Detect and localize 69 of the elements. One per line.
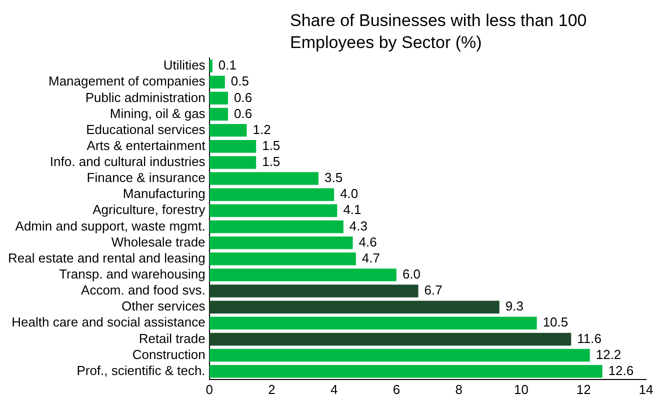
data-label: 4.7 [362, 250, 380, 266]
data-label: 12.6 [608, 362, 634, 378]
bar [209, 60, 212, 72]
y-tick-label: Utilities [163, 58, 206, 73]
bar [209, 365, 602, 378]
bar [209, 220, 344, 234]
data-label: 0.6 [234, 90, 252, 105]
y-tick-label: Educational services [86, 122, 206, 137]
x-tick-label: 2 [268, 382, 276, 397]
x-tick-label: 8 [455, 382, 462, 397]
bar [209, 156, 256, 169]
bar [209, 268, 396, 282]
data-label: 0.1 [218, 58, 236, 73]
y-tick-label: Agriculture, forestry [92, 202, 206, 218]
y-tick-label: Wholesale trade [111, 234, 206, 250]
bar [209, 204, 338, 218]
data-label: 12.2 [596, 346, 622, 362]
y-tick-label: Retail trade [138, 330, 206, 346]
x-tick-label: 4 [330, 382, 338, 397]
data-label: 9.3 [505, 298, 524, 314]
data-label: 0.6 [234, 106, 252, 121]
y-tick-label: Other services [121, 298, 206, 314]
data-label: 4.6 [358, 234, 377, 250]
y-tick-label: Transp. and warehousing [59, 266, 206, 282]
data-label: 3.5 [324, 170, 343, 186]
y-tick-label: Real estate and rental and leasing [8, 250, 206, 266]
y-tick-label: Admin and support, waste mgmt. [15, 218, 206, 234]
y-tick-label: Info. and cultural industries [50, 154, 206, 170]
y-tick-label: Manufacturing [122, 186, 206, 202]
bar [209, 284, 418, 298]
bar [209, 108, 228, 121]
data-label: 6.7 [424, 282, 442, 298]
bar [209, 124, 247, 137]
bar [209, 300, 500, 314]
x-tick-label: 0 [206, 382, 213, 397]
bar [209, 140, 256, 153]
data-label: 4.0 [340, 186, 358, 202]
y-tick-label: Construction [132, 346, 206, 362]
bar [209, 172, 318, 185]
data-label: 1.5 [262, 138, 280, 153]
y-tick-label: Health care and social assistance [12, 314, 206, 330]
bar [209, 332, 572, 346]
bar [209, 252, 356, 266]
y-tick-label: Public administration [85, 90, 206, 105]
bar [209, 236, 353, 250]
x-tick-label: 12 [576, 382, 591, 397]
x-tick-label: 6 [392, 382, 400, 397]
x-tick-label: 10 [514, 382, 528, 397]
data-label: 1.2 [252, 122, 271, 137]
data-label: 10.5 [542, 314, 568, 330]
bar [209, 316, 537, 330]
y-tick-label: Arts & entertainment [86, 138, 206, 153]
bar [209, 188, 334, 201]
y-tick-label: Accom. and food svs. [81, 282, 206, 298]
data-label: 1.5 [262, 154, 280, 170]
data-label: 4.3 [349, 218, 368, 234]
x-tick-label: 14 [638, 382, 654, 397]
y-tick-label: Mining, oil & gas [110, 106, 206, 121]
y-tick-label: Management of companies [48, 74, 206, 89]
y-tick-label: Prof., scientific & tech. [76, 362, 206, 378]
bar [209, 92, 228, 105]
data-label: 11.6 [577, 330, 602, 346]
bar [209, 348, 590, 362]
data-label: 0.5 [230, 74, 249, 89]
chart-title: Share of Businesses with less than 100 Employees by Sector (%) [290, 10, 588, 54]
data-label: 6.0 [402, 266, 421, 282]
bar [209, 76, 225, 88]
y-tick-label: Finance & insurance [86, 170, 206, 186]
data-label: 4.1 [343, 202, 362, 218]
